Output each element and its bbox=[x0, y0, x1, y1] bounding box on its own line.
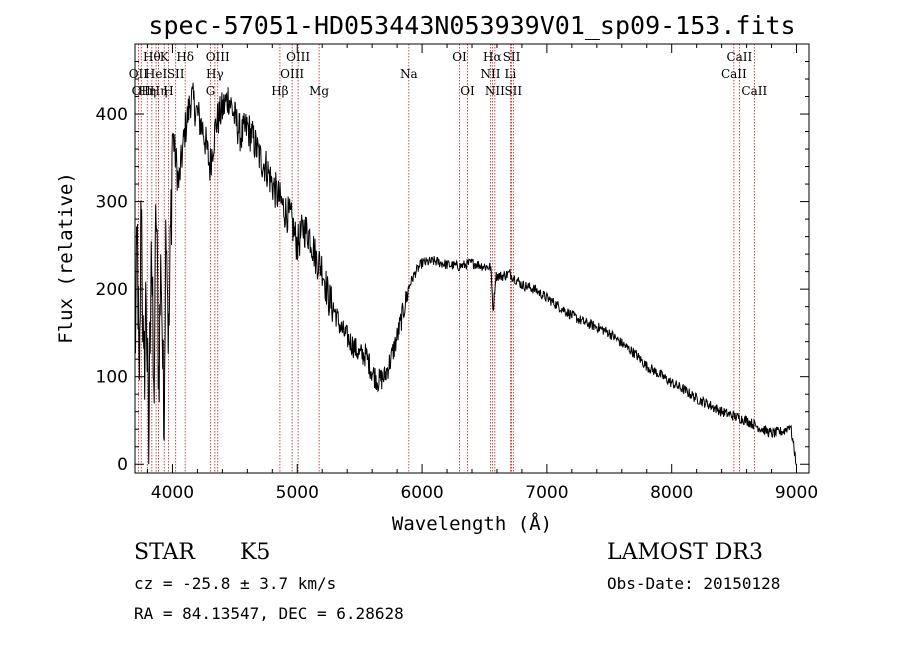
line-marker-label: Hη bbox=[150, 84, 168, 98]
line-marker-label: Mg bbox=[309, 84, 329, 98]
x-axis-title: Wavelength (Å) bbox=[392, 512, 552, 535]
line-marker-label: OIII bbox=[286, 50, 310, 64]
chart-title: spec-57051-HD053443N053939V01_sp09-153.f… bbox=[148, 11, 795, 40]
line-marker-label: G bbox=[206, 84, 216, 98]
survey-name: LAMOST DR3 bbox=[607, 540, 763, 565]
x-tick-label: 6000 bbox=[400, 483, 443, 503]
line-marker-label: Na bbox=[400, 67, 418, 81]
y-tick-label: 400 bbox=[96, 105, 128, 125]
line-marker-label: CaII bbox=[741, 84, 767, 98]
line-marker-label: OII bbox=[132, 84, 152, 98]
line-marker-label: OII bbox=[129, 67, 149, 81]
line-marker-label: OI bbox=[460, 84, 475, 98]
obs-date: Obs-Date: 20150128 bbox=[607, 574, 780, 593]
y-axis-title: Flux (relative) bbox=[55, 172, 77, 344]
subclass: K5 bbox=[240, 540, 270, 565]
line-marker-label: HeI bbox=[145, 67, 168, 81]
x-tick-label: 4000 bbox=[151, 483, 194, 503]
line-marker-label: Hη bbox=[138, 84, 156, 98]
line-marker-label: CaII bbox=[721, 67, 747, 81]
y-tick-label: 100 bbox=[96, 368, 128, 388]
line-marker-labels: OIIOIIHηHθHeIHηKHSIIHδGHγOIIIHβOIIIOIIIM… bbox=[129, 50, 768, 98]
line-marker-label: H bbox=[163, 84, 173, 98]
object-class: STAR bbox=[134, 540, 196, 565]
y-tick-label: 300 bbox=[96, 193, 128, 213]
line-marker-label: Hθ bbox=[143, 50, 161, 64]
line-marker-label: OI bbox=[452, 50, 467, 64]
line-marker-label: Hα bbox=[483, 50, 502, 64]
line-marker-label: Hγ bbox=[206, 67, 224, 81]
ra-dec: RA = 84.13547, DEC = 6.28628 bbox=[134, 604, 404, 623]
line-markers bbox=[137, 44, 755, 473]
x-tick-label: 8000 bbox=[650, 483, 693, 503]
line-marker-label: NII bbox=[480, 67, 500, 81]
line-marker-label: K bbox=[160, 50, 170, 64]
line-marker-label: SII bbox=[167, 67, 185, 81]
plot-frame bbox=[134, 43, 810, 474]
y-tick-label: 0 bbox=[117, 455, 128, 475]
line-marker-label: NII bbox=[485, 84, 505, 98]
line-marker-label: Li bbox=[505, 67, 517, 81]
line-marker-label: OIII bbox=[280, 67, 304, 81]
x-axis-ticks: 4000 5000 6000 7000 8000 9000 bbox=[146, 44, 818, 503]
x-tick-label: 7000 bbox=[525, 483, 568, 503]
line-marker-label: SII bbox=[503, 50, 521, 64]
line-marker-label: OIII bbox=[206, 50, 230, 64]
line-marker-label: Hδ bbox=[176, 50, 194, 64]
y-axis-ticks: 0 100 200 300 400 bbox=[96, 61, 809, 475]
x-tick-label: 5000 bbox=[276, 483, 319, 503]
y-tick-label: 200 bbox=[96, 280, 128, 300]
redshift-velocity: cz = -25.8 ± 3.7 km/s bbox=[134, 574, 336, 593]
spectrum-line bbox=[134, 82, 797, 465]
x-tick-label: 9000 bbox=[775, 483, 818, 503]
line-marker-label: Hβ bbox=[271, 84, 288, 98]
line-marker-label: CaII bbox=[726, 50, 752, 64]
line-marker-label: SII bbox=[504, 84, 522, 98]
